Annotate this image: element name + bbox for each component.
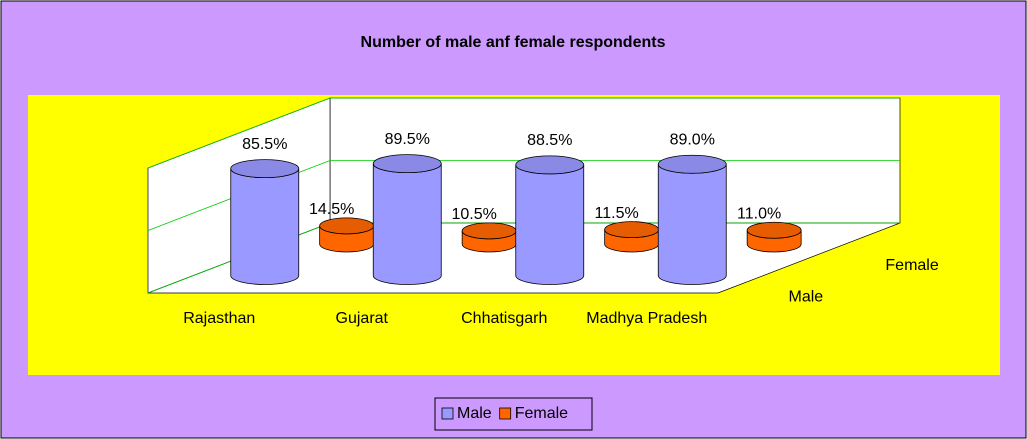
legend-swatch <box>441 407 454 420</box>
cylinder-top <box>230 159 300 179</box>
legend-label: Female <box>515 405 568 422</box>
cylinder-top <box>604 221 660 239</box>
data-label: 10.5% <box>451 206 496 223</box>
data-label: 88.5% <box>527 132 572 149</box>
x-tick-label: Gujarat <box>335 310 388 327</box>
cylinder-top <box>746 221 802 239</box>
legend-box <box>434 397 593 431</box>
chart-title: Number of male anf female respondents <box>361 34 666 51</box>
x-tick-label: Chhatisgarh <box>461 310 548 327</box>
cylinder <box>230 168 300 285</box>
cylinder-top <box>657 154 727 174</box>
data-label: 89.0% <box>670 131 715 148</box>
cylinder <box>515 164 585 285</box>
data-label: 11.5% <box>595 205 639 222</box>
data-label: 14.5% <box>309 201 354 218</box>
legend-label: Male <box>457 405 492 422</box>
data-label: 85.5% <box>242 136 287 153</box>
depth-tick-label: Female <box>885 257 938 274</box>
cylinder-top <box>372 154 442 174</box>
cylinder <box>372 163 442 285</box>
data-label: 11.0% <box>737 205 781 222</box>
data-label: 89.5% <box>385 131 430 148</box>
x-tick-label: Rajasthan <box>183 310 256 327</box>
x-tick-label: Madhya Pradesh <box>586 310 708 327</box>
legend-swatch <box>499 407 512 420</box>
cylinder-top <box>461 222 517 240</box>
cylinder <box>657 164 727 285</box>
cylinder-top <box>515 155 585 175</box>
cylinder-top <box>319 217 375 235</box>
grid-line <box>147 97 900 169</box>
legend: Male Female <box>434 397 593 431</box>
depth-tick-label: Male <box>789 289 824 306</box>
